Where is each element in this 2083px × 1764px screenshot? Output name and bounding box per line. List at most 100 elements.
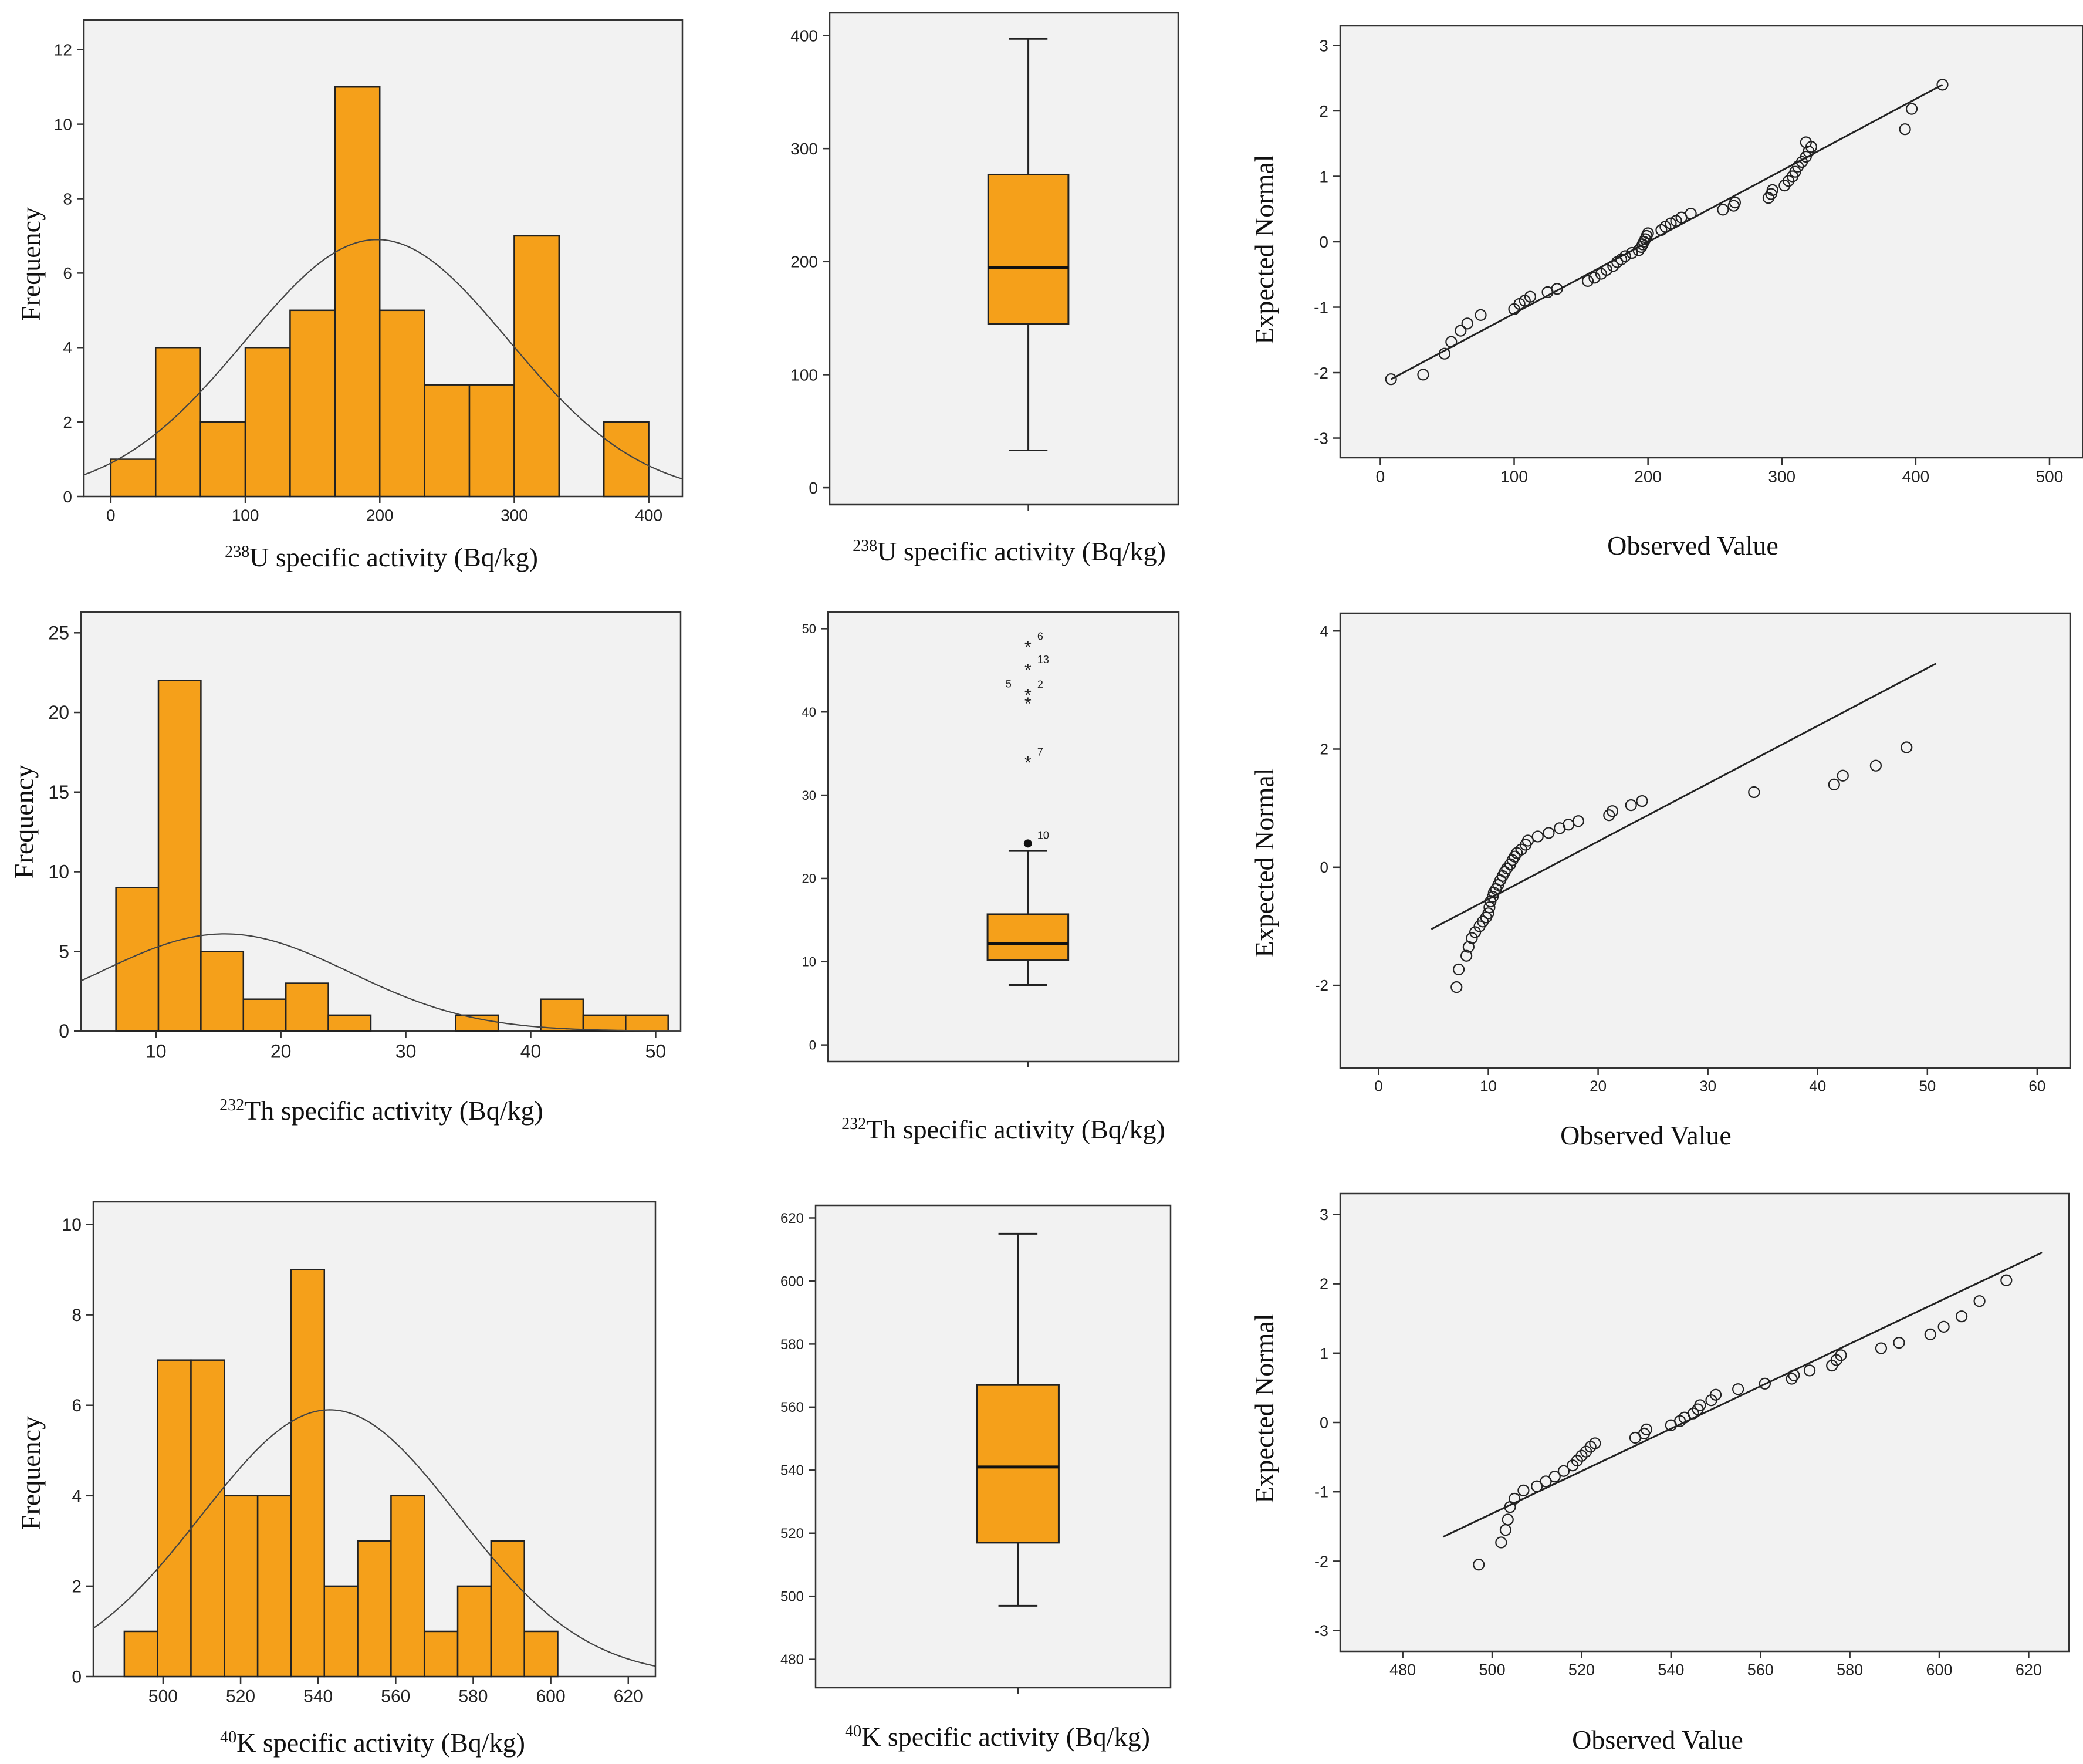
- qq-th-ytick-label: -2: [1315, 976, 1328, 994]
- box-th-frame: [827, 611, 1180, 1063]
- hist-u-ytick-label: 10: [54, 115, 72, 133]
- qq-u-frame: [1339, 25, 2083, 459]
- hist-th-isotope-mass: 232: [219, 1096, 244, 1114]
- box-th-ytick-label: 20: [802, 871, 816, 886]
- box-th-extreme-point: *: [1024, 686, 1032, 705]
- qq-k-point: [1502, 1513, 1514, 1526]
- qq-u-ytick-label: 3: [1319, 36, 1328, 55]
- hist-th-bar: [285, 982, 329, 1032]
- qq-th-point: [1828, 778, 1840, 790]
- hist-u-bar: [424, 384, 471, 498]
- hist-k-ytick-label: 4: [72, 1486, 82, 1506]
- qq-k-point: [1548, 1471, 1561, 1483]
- qq-k-point: [1517, 1484, 1530, 1496]
- qq-k-point: [1540, 1475, 1552, 1488]
- hist-u-normal-curve: [83, 239, 683, 480]
- box-th-extreme-point: *: [1024, 637, 1032, 657]
- hist-u-bar: [603, 421, 650, 498]
- hist-u-ytick-label: 8: [63, 190, 72, 208]
- qq-k-ytick-label: 3: [1320, 1206, 1328, 1224]
- hist-k-ytick-label: 2: [72, 1577, 82, 1596]
- qq-u-ytick-label: -3: [1314, 429, 1328, 447]
- hist-k-bar: [224, 1495, 259, 1678]
- qq-k-xtick-label: 560: [1747, 1661, 1774, 1678]
- qq-th-xtick-label: 30: [1699, 1077, 1716, 1094]
- qq-th-point: [1521, 834, 1534, 847]
- hist-u-bar: [244, 347, 291, 498]
- qq-k-point: [1589, 1437, 1601, 1449]
- hist-k-element: K: [236, 1728, 256, 1758]
- hist-u-ytick-label: 4: [63, 339, 72, 357]
- qq-k-ytick-label: -2: [1314, 1553, 1328, 1570]
- qq-u-point: [1461, 317, 1473, 330]
- box-k-ytick-label: 500: [780, 1589, 804, 1605]
- hist-u-bar: [513, 235, 560, 498]
- hist-th-bar: [200, 951, 245, 1032]
- qq-th-point: [1748, 786, 1760, 799]
- hist-th-xtick-label: 20: [270, 1041, 292, 1062]
- qq-u-point: [1581, 275, 1594, 288]
- qq-th-point: [1606, 805, 1619, 817]
- hist-u-xtick-label: 100: [232, 506, 259, 524]
- qq-k-point: [1937, 1320, 1950, 1333]
- hist-th-xlabel: 232Th specific activity (Bq/kg): [219, 1096, 543, 1126]
- qq-u: -3 -2 -1 0 1 2 3 0 100 200 300 400 500 Expected Norma…: [1249, 25, 2083, 560]
- box-u-xlabel: 238U specific activity (Bq/kg): [853, 536, 1166, 566]
- qq-k-xtick-label: 520: [1568, 1661, 1595, 1678]
- qq-k-point: [1893, 1336, 1905, 1349]
- hist-th-ytick-label: 25: [48, 622, 69, 643]
- qq-th-point: [1869, 759, 1882, 772]
- hist-th-ytick-label: 0: [59, 1020, 69, 1042]
- hist-k-bar: [357, 1540, 392, 1678]
- box-u-ytick-label: 0: [809, 479, 818, 497]
- box-th-extreme-point: *: [1024, 753, 1032, 772]
- hist-u-ytick-label: 2: [63, 413, 72, 431]
- qq-th-point: [1625, 799, 1637, 812]
- qq-th-point: [1452, 963, 1465, 976]
- hist-th-xtick-label: 50: [645, 1041, 667, 1062]
- qq-th-point: [1477, 915, 1489, 928]
- hist-k-xtick-label: 540: [303, 1687, 333, 1706]
- box-u-ytick-label: 400: [790, 26, 818, 45]
- qq-u-ytick-label: 2: [1319, 102, 1328, 120]
- hist-u-isotope-mass: 238: [225, 543, 249, 561]
- hist-k-isotope-mass: 40: [220, 1728, 236, 1746]
- hist-th-xlabel-text: specific activity (Bq/kg): [274, 1096, 543, 1126]
- hist-k-bar: [256, 1495, 292, 1678]
- box-k: 480 500 520 540 560 580 600 620 40K specific act…: [780, 1204, 1172, 1752]
- qq-k-point: [1956, 1310, 1968, 1323]
- hist-k-ytick-label: 6: [72, 1396, 82, 1415]
- hist-k-xtick-label: 580: [458, 1687, 488, 1706]
- box-k-ytick-label: 620: [780, 1211, 804, 1226]
- box-u-ytick-label: 300: [790, 140, 818, 158]
- box-k-ytick-label: 600: [780, 1273, 804, 1289]
- qq-u-point: [1685, 207, 1697, 220]
- qq-k-point: [1709, 1388, 1722, 1401]
- qq-th-point: [1450, 981, 1463, 993]
- qq-u-xtick-label: 500: [2036, 467, 2064, 485]
- qq-k-point: [1759, 1377, 1771, 1390]
- hist-k-bar: [390, 1495, 425, 1678]
- box-k-box: [976, 1384, 1060, 1544]
- box-th-outlier-label: 10: [1037, 829, 1049, 841]
- qq-k-reference-line: [1442, 1252, 2043, 1538]
- box-u-isotope-mass: 238: [853, 537, 877, 555]
- hist-k-bar: [123, 1630, 158, 1678]
- hist-u-ytick-label: 12: [54, 41, 72, 59]
- qq-u-point: [1417, 369, 1429, 381]
- qq-th-ytick-label: 4: [1320, 622, 1328, 640]
- qq-u-point: [1588, 272, 1601, 284]
- hist-u-element: U: [249, 542, 269, 572]
- hist-u-xlabel: 238U specific activity (Bq/kg): [225, 542, 538, 572]
- qq-th-point: [1483, 901, 1496, 914]
- qq-u-point: [1551, 283, 1563, 295]
- box-u: 0 100 200 300 400 238U specific activity (Bq/…: [790, 12, 1179, 566]
- box-th-isotope-mass: 232: [841, 1115, 866, 1133]
- hist-th-bar: [540, 998, 584, 1032]
- hist-u-xtick-label: 400: [635, 506, 662, 524]
- qq-u-ytick-label: -2: [1314, 364, 1328, 382]
- hist-u-bar: [334, 86, 381, 498]
- qq-th-point: [1901, 741, 1913, 753]
